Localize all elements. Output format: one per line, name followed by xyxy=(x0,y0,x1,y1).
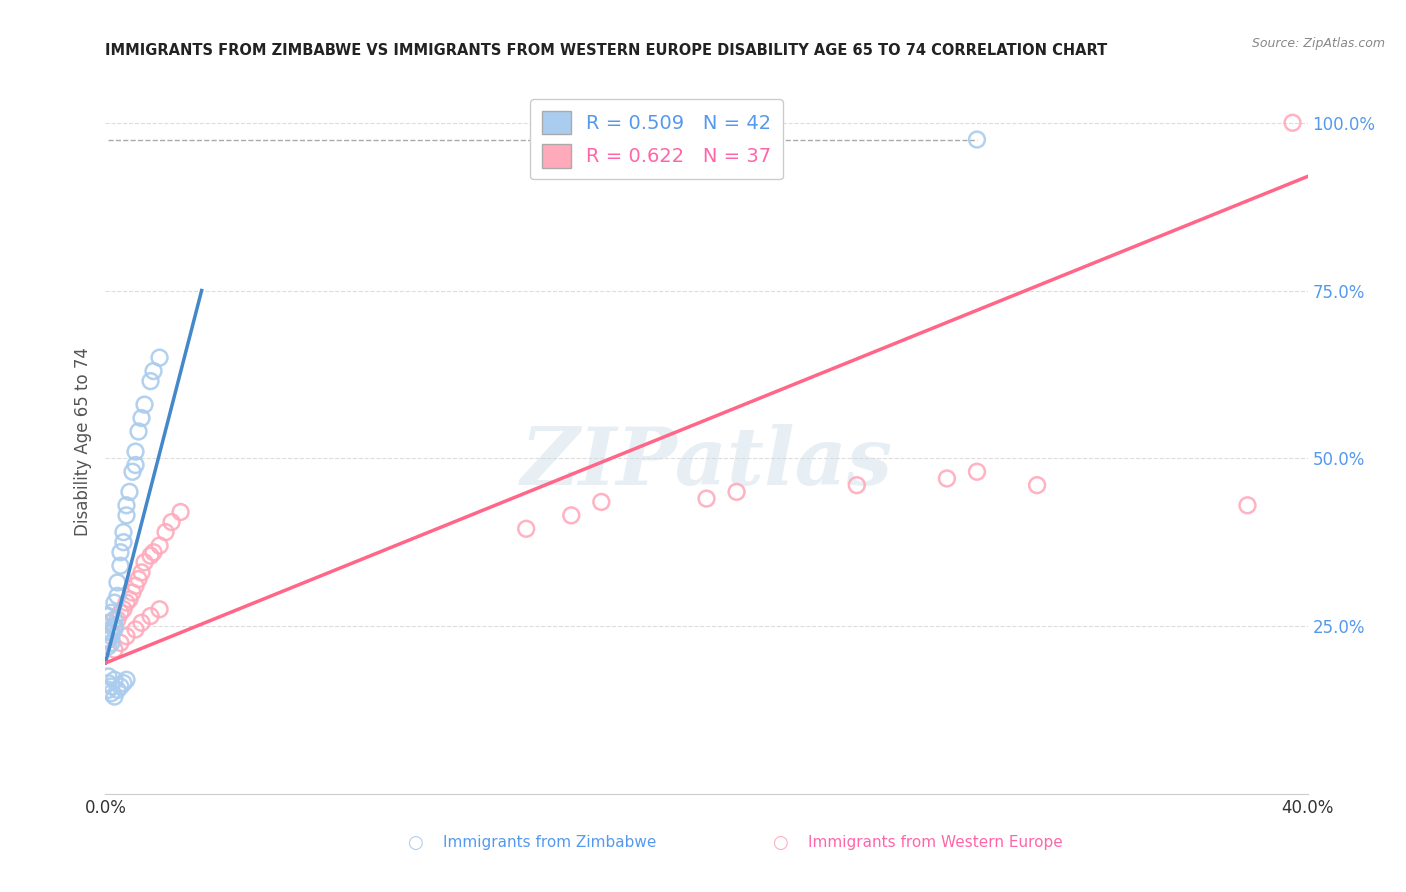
Point xyxy=(124,458,146,472)
Text: ZIPatlas: ZIPatlas xyxy=(520,424,893,501)
Point xyxy=(97,669,120,683)
Point xyxy=(148,539,170,553)
Text: ○: ○ xyxy=(772,834,789,852)
Point xyxy=(100,680,122,694)
Point xyxy=(112,535,135,549)
Point xyxy=(97,639,120,653)
Point xyxy=(142,545,165,559)
Point xyxy=(128,425,150,439)
Point xyxy=(139,609,162,624)
Point xyxy=(560,508,582,523)
Point xyxy=(97,682,120,697)
Point xyxy=(1026,478,1049,492)
Point xyxy=(134,555,156,569)
Legend: R = 0.509   N = 42, R = 0.622   N = 37: R = 0.509 N = 42, R = 0.622 N = 37 xyxy=(530,99,783,179)
Point xyxy=(725,484,748,499)
Point xyxy=(103,623,125,637)
Point xyxy=(139,549,162,563)
Point xyxy=(107,682,129,697)
Point xyxy=(1236,498,1258,512)
Point xyxy=(115,596,138,610)
Point xyxy=(110,636,132,650)
Point xyxy=(845,478,868,492)
Point xyxy=(966,465,988,479)
Point xyxy=(131,615,153,630)
Point xyxy=(124,579,146,593)
Point xyxy=(110,558,132,573)
Point xyxy=(124,444,146,458)
Point xyxy=(148,602,170,616)
Point xyxy=(103,619,125,633)
Point xyxy=(100,625,122,640)
Point xyxy=(103,596,125,610)
Point xyxy=(100,636,122,650)
Point xyxy=(107,589,129,603)
Point xyxy=(103,642,125,657)
Point xyxy=(139,374,162,388)
Point xyxy=(97,632,120,647)
Point xyxy=(97,632,120,647)
Point xyxy=(103,612,125,626)
Point xyxy=(155,525,177,540)
Point xyxy=(110,680,132,694)
Point xyxy=(115,629,138,643)
Point xyxy=(591,495,613,509)
Text: IMMIGRANTS FROM ZIMBABWE VS IMMIGRANTS FROM WESTERN EUROPE DISABILITY AGE 65 TO : IMMIGRANTS FROM ZIMBABWE VS IMMIGRANTS F… xyxy=(105,43,1108,58)
Point xyxy=(97,676,120,690)
Point xyxy=(103,673,125,687)
Y-axis label: Disability Age 65 to 74: Disability Age 65 to 74 xyxy=(73,347,91,536)
Point xyxy=(103,619,125,633)
Point xyxy=(131,566,153,580)
Point xyxy=(97,609,120,624)
Point xyxy=(121,465,143,479)
Point xyxy=(124,623,146,637)
Text: Immigrants from Western Europe: Immigrants from Western Europe xyxy=(808,836,1063,850)
Point xyxy=(100,629,122,643)
Point xyxy=(118,592,141,607)
Point xyxy=(110,606,132,620)
Point xyxy=(142,364,165,378)
Text: ○: ○ xyxy=(406,834,423,852)
Point xyxy=(131,411,153,425)
Point xyxy=(118,484,141,499)
Point xyxy=(112,676,135,690)
Point xyxy=(115,498,138,512)
Point xyxy=(515,522,537,536)
Point xyxy=(112,525,135,540)
Point xyxy=(103,690,125,704)
Point xyxy=(169,505,191,519)
Point xyxy=(100,686,122,700)
Point xyxy=(966,132,988,146)
Point xyxy=(100,606,122,620)
Text: Source: ZipAtlas.com: Source: ZipAtlas.com xyxy=(1251,37,1385,51)
Point xyxy=(148,351,170,365)
Point xyxy=(936,471,959,485)
Point xyxy=(107,575,129,590)
Point xyxy=(110,545,132,559)
Point xyxy=(1281,116,1303,130)
Point xyxy=(134,398,156,412)
Point xyxy=(112,602,135,616)
Point xyxy=(115,508,138,523)
Point xyxy=(97,615,120,630)
Point xyxy=(107,612,129,626)
Point xyxy=(100,625,122,640)
Text: Immigrants from Zimbabwe: Immigrants from Zimbabwe xyxy=(443,836,657,850)
Point xyxy=(115,673,138,687)
Point xyxy=(160,515,183,529)
Point xyxy=(696,491,718,506)
Point xyxy=(128,572,150,586)
Point xyxy=(121,585,143,599)
